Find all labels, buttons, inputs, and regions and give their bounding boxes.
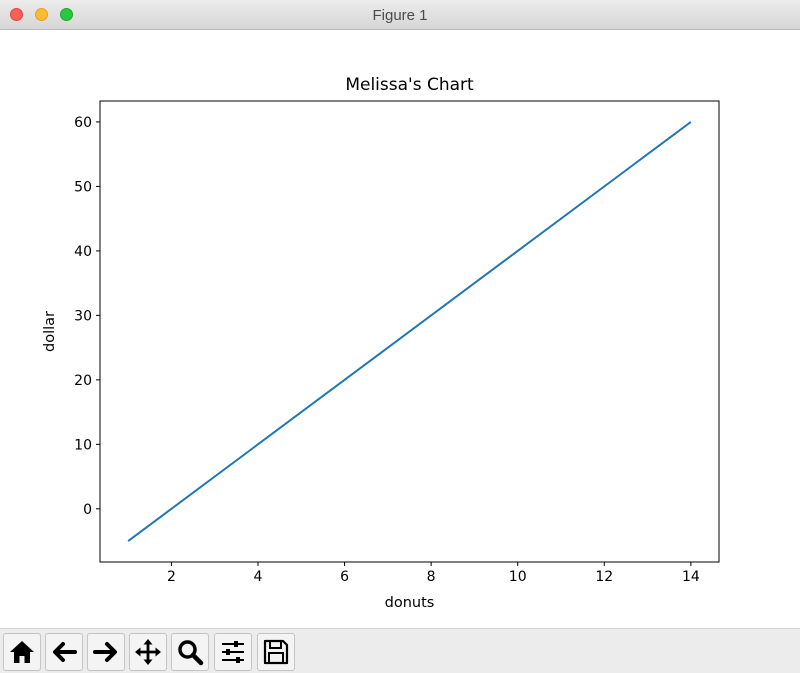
zoom-icon [178, 640, 204, 666]
x-tick-label: 8 [427, 569, 436, 585]
series-line-0 [127, 121, 692, 542]
home-icon [10, 641, 34, 663]
x-tick-label: 6 [340, 569, 349, 585]
y-tick-label: 10 [74, 437, 92, 453]
back-button[interactable] [45, 633, 83, 671]
x-tick-label: 2 [167, 569, 176, 585]
back-arrow-icon [53, 642, 77, 662]
save-icon [263, 639, 289, 665]
save-button[interactable] [257, 633, 295, 671]
axes-frame [99, 100, 720, 563]
y-tick-label: 40 [74, 244, 92, 260]
forward-button[interactable] [87, 633, 125, 671]
x-tick-label: 4 [254, 569, 263, 585]
forward-arrow-icon [93, 642, 117, 662]
x-axis-label: donuts [385, 595, 435, 611]
close-window-button[interactable] [10, 8, 23, 21]
pan-button[interactable] [129, 633, 167, 671]
chart-title: Melissa's Chart [345, 75, 474, 95]
figure-canvas[interactable]: 2 4 6 8 10 12 14 0 10 20 30 40 50 60 Melissa's Chart do… [0, 30, 800, 628]
zoom-button[interactable] [171, 633, 209, 671]
x-tick-label: 14 [682, 569, 700, 585]
navigation-toolbar [0, 628, 800, 673]
minimize-window-button[interactable] [35, 8, 48, 21]
x-tick-label: 12 [595, 569, 613, 585]
line-chart: 2 4 6 8 10 12 14 0 10 20 30 40 50 60 Melissa's Chart do… [42, 75, 720, 611]
window-title: Figure 1 [372, 7, 428, 24]
maximize-window-button[interactable] [60, 8, 73, 21]
y-tick-label: 0 [83, 502, 92, 518]
window-titlebar: Figure 1 [0, 0, 800, 30]
y-tick-label: 20 [74, 373, 92, 389]
y-tick-label: 60 [74, 115, 92, 131]
y-tick-label: 50 [74, 179, 92, 195]
x-tick-label: 10 [509, 569, 527, 585]
configure-subplots-button[interactable] [214, 633, 252, 671]
y-axis-label: dollar [42, 311, 58, 352]
home-button[interactable] [3, 633, 41, 671]
configure-subplots-icon [222, 641, 244, 663]
y-tick-label: 30 [74, 308, 92, 324]
pan-icon [135, 639, 161, 665]
